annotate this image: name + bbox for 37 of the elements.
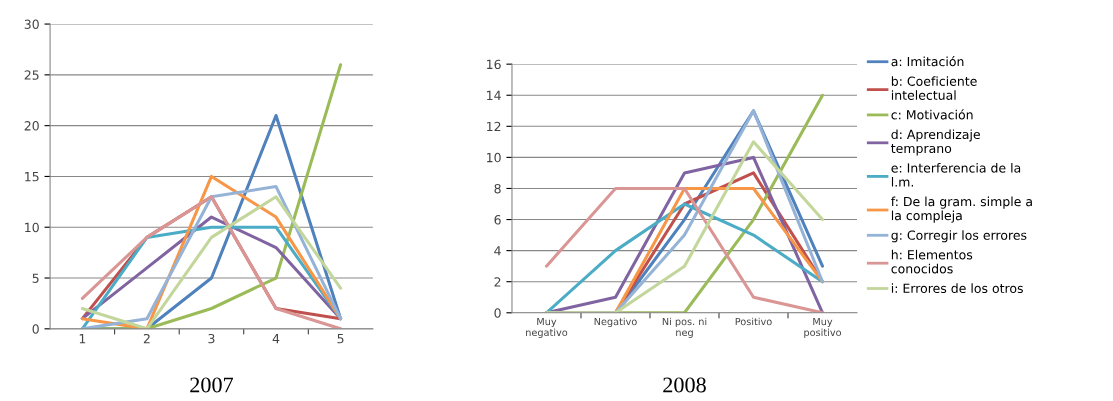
y-tick-label: 30 — [24, 19, 39, 29]
x-tick-label: 4 — [272, 334, 280, 344]
legend-label: g: Corregir los errores — [891, 230, 1027, 243]
y-tick-label: 12 — [487, 121, 501, 132]
legend-label: i: Errores de los otros — [891, 283, 1023, 294]
y-tick-label: 16 — [487, 59, 501, 70]
y-tick-label: 20 — [24, 121, 39, 131]
x-tick-label: Muy positivo — [804, 317, 842, 338]
x-tick-label: 2 — [143, 333, 150, 344]
y-tick-label: 15 — [25, 172, 39, 182]
y-tick-label: 0 — [494, 308, 501, 318]
y-tick-label: 14 — [487, 90, 501, 100]
y-tick-label: 4 — [494, 246, 501, 256]
text: 2008 — [663, 377, 706, 393]
y-tick-label: 10 — [25, 222, 39, 233]
y-tick-label: 2 — [494, 277, 501, 287]
x-tick-label: Muy negativo — [526, 317, 568, 338]
legend-label: b: Coeficiente intelectual — [891, 76, 977, 100]
x-tick-label: Positivo — [735, 317, 772, 326]
legend-label: f: De la gram. simple a la compleja — [891, 196, 1032, 223]
y-tick-label: 6 — [494, 215, 501, 225]
text: 2007 — [190, 377, 234, 393]
y-tick-label: 25 — [24, 70, 39, 80]
legend-label: e: Interferencia de la l.m. — [891, 162, 1021, 187]
y-tick-label: 5 — [32, 273, 39, 283]
legend-label: c: Motivación — [891, 109, 973, 120]
y-tick-label: 8 — [494, 183, 501, 194]
x-tick-label: 1 — [79, 334, 86, 344]
y-tick-label: 0 — [32, 324, 39, 334]
x-tick-label: Ni pos. ni neg — [662, 317, 707, 338]
x-tick-label: Negativo — [594, 317, 637, 328]
x-tick-label: 3 — [208, 333, 215, 344]
x-tick-label: 5 — [337, 334, 344, 344]
legend-label: d: Aprendizaje temprano — [891, 129, 980, 156]
y-tick-label: 10 — [487, 152, 501, 163]
legend-label: a: Imitación — [891, 56, 964, 67]
legend-label: h: Elementos conocidos — [891, 249, 973, 274]
